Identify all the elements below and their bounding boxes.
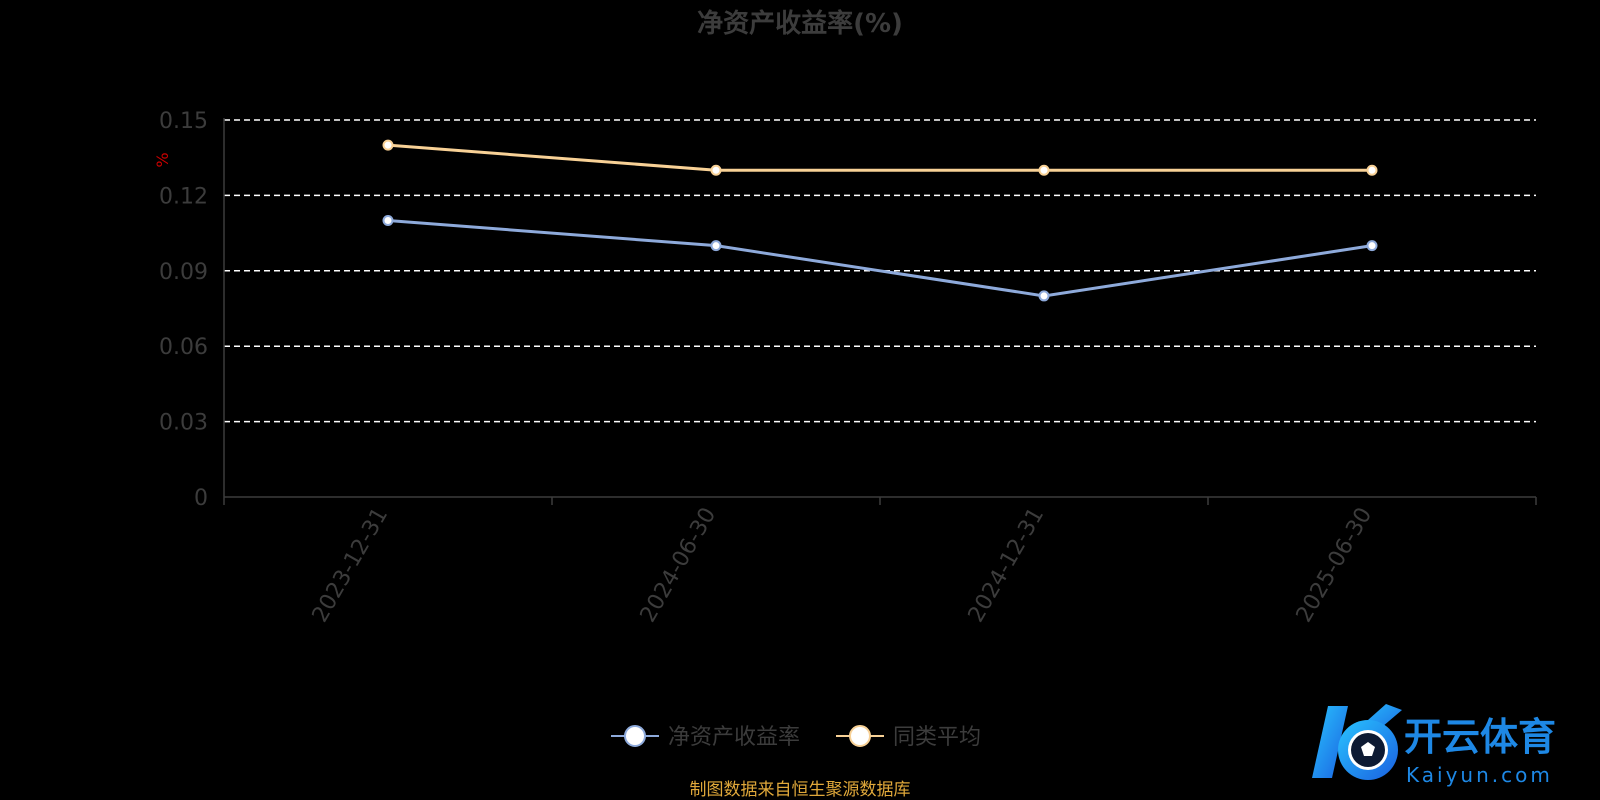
data-point[interactable] — [1038, 164, 1050, 176]
legend-item-peer-average[interactable]: 同类平均 — [836, 725, 981, 750]
y-axis-label: % — [153, 152, 172, 167]
chart-title: 净资产收益率(%) — [697, 8, 903, 39]
grid-lines — [224, 119, 1536, 423]
y-tick-label: 0.15 — [159, 109, 208, 134]
data-point[interactable] — [710, 240, 722, 252]
y-tick-label: 0.06 — [159, 335, 208, 360]
y-tick-labels: 0 0.03 0.06 0.09 0.12 0.15 — [159, 109, 208, 511]
kaiyun-watermark: 开云体育 Kaiyun.com — [1312, 704, 1556, 787]
watermark-domain: Kaiyun.com — [1406, 763, 1553, 787]
y-tick-label: 0.09 — [159, 260, 208, 285]
legend-roe-label: 净资产收益率 — [668, 725, 800, 750]
legend[interactable]: 净资产收益率 同类平均 — [611, 725, 981, 750]
data-point[interactable] — [1366, 240, 1378, 252]
legend-peer-label: 同类平均 — [893, 725, 981, 750]
x-tick-label: 2025-06-30 — [1292, 504, 1378, 627]
series-line-0 — [387, 219, 1373, 298]
data-point[interactable] — [382, 139, 394, 151]
series-line-1 — [387, 143, 1372, 172]
series-lines — [382, 139, 1378, 302]
legend-roe-marker — [624, 725, 646, 747]
y-tick-label: 0.12 — [159, 184, 208, 209]
watermark-brand: 开云体育 — [1404, 715, 1556, 759]
data-point[interactable] — [1366, 164, 1378, 176]
source-note: 制图数据来自恒生聚源数据库 — [690, 780, 911, 800]
data-point[interactable] — [710, 164, 722, 176]
legend-peer-marker — [849, 725, 871, 747]
x-tick-label: 2024-06-30 — [636, 504, 722, 627]
legend-item-roe[interactable]: 净资产收益率 — [611, 725, 800, 750]
kaiyun-logo-icon — [1312, 704, 1402, 780]
x-tick-label: 2023-12-31 — [308, 504, 394, 627]
x-tick-label: 2024-12-31 — [964, 504, 1050, 627]
axes — [223, 118, 1537, 505]
x-tick-labels: 2023-12-31 2024-06-30 2024-12-31 2025-06-30 — [308, 504, 1378, 627]
y-tick-label: 0.03 — [159, 411, 208, 436]
data-point[interactable] — [382, 215, 394, 227]
data-point[interactable] — [1038, 290, 1050, 302]
y-tick-label: 0 — [194, 486, 208, 511]
